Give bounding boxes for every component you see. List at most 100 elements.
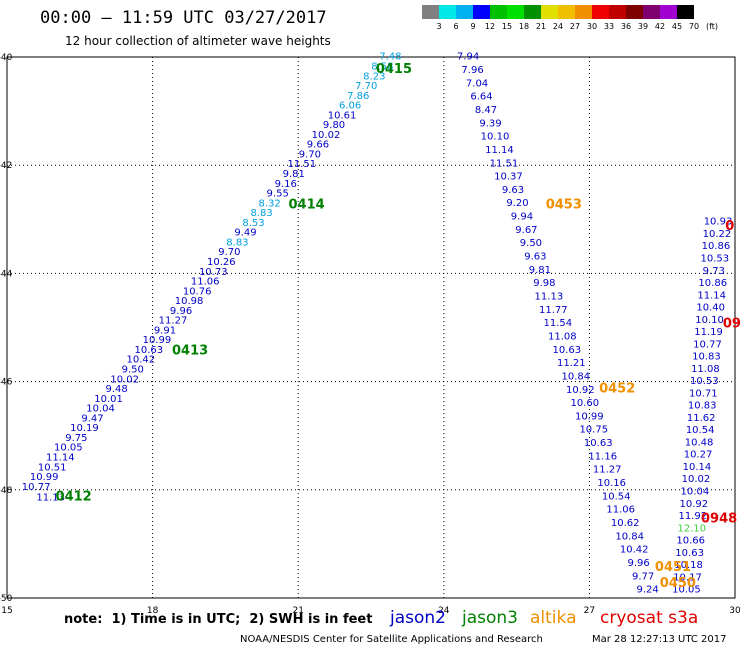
color-scale-label: 33: [603, 22, 615, 31]
color-swatch: [660, 5, 677, 19]
chart-note: note: 1) Time is in UTC; 2) SWH is in fe…: [64, 612, 373, 627]
wave-height-value: 11.51: [288, 159, 317, 170]
wave-height-value: 10.83: [688, 401, 717, 412]
wave-height-value: 9.75: [65, 433, 87, 444]
wave-height-value: 10.86: [702, 241, 731, 252]
wave-height-value: 10.53: [690, 376, 719, 387]
wave-height-value: 10.73: [199, 267, 228, 278]
wave-height-value: 11.14: [485, 145, 514, 156]
wave-height-value: 10.18: [674, 560, 703, 571]
wave-height-value: 10.02: [312, 130, 341, 141]
wave-height-value: 9.49: [234, 228, 256, 239]
wave-height-value: 11.62: [687, 413, 716, 424]
x-tick-label: 15: [1, 606, 12, 616]
pass-label: 0: [725, 219, 734, 234]
wave-height-value: 11.14: [697, 290, 726, 301]
color-swatch: [609, 5, 626, 19]
wave-height-value: 9.94: [511, 212, 533, 223]
color-scale-label: 39: [637, 22, 649, 31]
color-swatch: [473, 5, 490, 19]
color-swatch: [558, 5, 575, 19]
pass-label: 0413: [172, 344, 208, 359]
wave-height-value: 9.50: [520, 238, 542, 249]
wave-height-value: 9.70: [218, 247, 240, 258]
legend-jason3: jason3: [462, 608, 518, 628]
wave-height-value: 9.70: [299, 149, 321, 160]
wave-height-value: 12.10: [677, 523, 706, 534]
x-tick-label: 27: [584, 606, 595, 616]
wave-height-value: 11.16: [588, 451, 617, 462]
color-scale-bar: [422, 5, 694, 19]
wave-height-value: 11.51: [490, 158, 519, 169]
wave-height-value: 11.92: [678, 511, 707, 522]
wave-height-value: 11.13: [535, 292, 564, 303]
wave-height-value: 9.67: [515, 225, 537, 236]
wave-height-value: 9.96: [628, 558, 650, 569]
wave-height-value: 8.83: [226, 237, 248, 248]
wave-height-value: 9.39: [479, 118, 501, 129]
wave-height-value: 10.26: [207, 257, 236, 268]
y-tick-label: -40: [0, 53, 13, 63]
wave-height-value: 8.83: [250, 208, 272, 219]
wave-height-value: 7.86: [347, 91, 369, 102]
wave-height-value: 9.73: [703, 266, 725, 277]
wave-height-value: 10.10: [481, 132, 510, 143]
pass-label: 0453: [546, 197, 582, 212]
wave-height-value: 11.08: [691, 364, 720, 375]
color-scale-label: 24: [552, 22, 564, 31]
wave-height-value: 7.70: [355, 81, 377, 92]
wave-height-value: 7.48: [379, 52, 401, 63]
color-swatch: [575, 5, 592, 19]
wave-height-value: 9.16: [275, 179, 297, 190]
wave-height-value: 11.06: [606, 505, 635, 516]
wave-height-value: 10.92: [566, 385, 595, 396]
legend-jason2: jason2: [390, 608, 446, 628]
wave-height-value: 10.53: [701, 253, 730, 264]
color-scale-label: 15: [501, 22, 513, 31]
wave-height-value: 10.63: [553, 345, 582, 356]
wave-height-value: 9.80: [323, 120, 345, 131]
wave-height-value: 11.06: [191, 277, 220, 288]
wave-height-value: 10.16: [597, 478, 626, 489]
color-scale-label: 30: [586, 22, 598, 31]
wave-height-value: 10.37: [494, 172, 523, 183]
wave-height-value: 7.04: [466, 78, 488, 89]
pass-label: 0415: [376, 62, 412, 77]
y-tick-label: -42: [0, 161, 12, 171]
pass-label: 09: [723, 317, 740, 332]
wave-height-value: 10.77: [693, 339, 722, 350]
wave-height-value: 9.63: [524, 252, 546, 263]
chart-subtitle: 12 hour collection of altimeter wave hei…: [65, 34, 331, 48]
wave-height-value: 10.02: [682, 474, 711, 485]
wave-height-value: 9.47: [81, 413, 103, 424]
wave-height-value: 10.14: [683, 462, 712, 473]
plot-frame: [6, 56, 736, 599]
wave-height-value: 9.24: [637, 585, 659, 596]
wave-height-value: 8.23: [363, 71, 385, 82]
color-scale-label: 3: [436, 22, 442, 31]
pass-label: 0452: [599, 381, 635, 396]
color-scale-label: 9: [470, 22, 476, 31]
wave-height-value: 10.99: [575, 411, 604, 422]
wave-height-value: 10.76: [183, 286, 212, 297]
wave-height-value: 11.08: [548, 331, 577, 342]
wave-height-value: 9.77: [632, 571, 654, 582]
color-scale-label: (ft): [705, 22, 719, 31]
x-tick-label: 24: [438, 606, 450, 616]
wave-height-value: 10.62: [611, 518, 640, 529]
wave-height-value: 9.55: [267, 189, 289, 200]
wave-height-value: 10.54: [686, 425, 715, 436]
wave-height-value: 11.19: [694, 327, 723, 338]
wave-height-value: 10.92: [680, 499, 709, 510]
chart-title: 00:00 – 11:59 UTC 03/27/2017: [40, 8, 327, 28]
pass-label: 0414: [288, 197, 324, 212]
wave-height-value: 9.20: [506, 198, 528, 209]
color-swatch: [592, 5, 609, 19]
x-tick-label: 21: [292, 606, 303, 616]
wave-height-value: 10.66: [676, 536, 705, 547]
color-scale-label: 70: [688, 22, 700, 31]
wave-height-value: 10.61: [328, 110, 357, 121]
color-scale-label: 21: [535, 22, 547, 31]
color-swatch: [490, 5, 507, 19]
